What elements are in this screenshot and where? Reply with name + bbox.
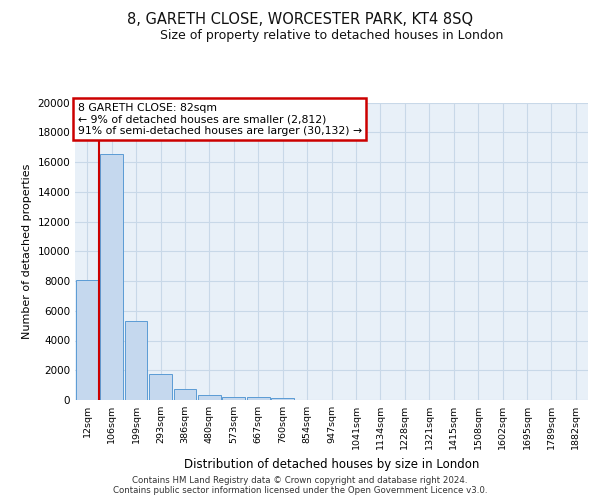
Text: 8 GARETH CLOSE: 82sqm
← 9% of detached houses are smaller (2,812)
91% of semi-de: 8 GARETH CLOSE: 82sqm ← 9% of detached h… <box>77 102 362 136</box>
Bar <box>100 154 123 400</box>
Bar <box>76 280 98 400</box>
Bar <box>271 398 294 400</box>
Bar <box>247 398 269 400</box>
Title: Size of property relative to detached houses in London: Size of property relative to detached ho… <box>160 28 503 42</box>
Bar <box>223 397 245 400</box>
Bar <box>198 395 221 400</box>
Bar <box>173 388 196 400</box>
Y-axis label: Number of detached properties: Number of detached properties <box>22 164 32 339</box>
Bar <box>149 374 172 400</box>
X-axis label: Distribution of detached houses by size in London: Distribution of detached houses by size … <box>184 458 479 470</box>
Text: 8, GARETH CLOSE, WORCESTER PARK, KT4 8SQ: 8, GARETH CLOSE, WORCESTER PARK, KT4 8SQ <box>127 12 473 28</box>
Bar <box>125 321 148 400</box>
Text: Contains HM Land Registry data © Crown copyright and database right 2024.
Contai: Contains HM Land Registry data © Crown c… <box>113 476 487 495</box>
